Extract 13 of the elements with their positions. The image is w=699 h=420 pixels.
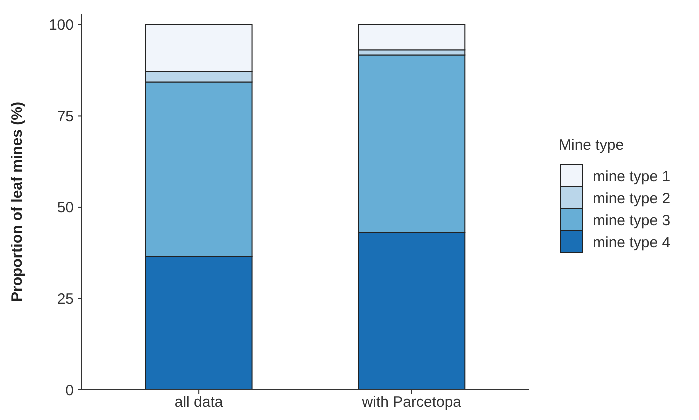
x-tick-label: with Parcetopa — [361, 394, 462, 411]
y-tick-label: 0 — [66, 382, 74, 400]
y-tick-label: 50 — [57, 200, 74, 217]
legend-label: mine type 4 — [593, 234, 671, 252]
legend-label: mine type 1 — [593, 168, 671, 186]
y-tick-label: 75 — [57, 108, 74, 126]
legend-title: Mine type — [559, 137, 624, 154]
legend-label: mine type 2 — [593, 190, 671, 208]
x-tick-label: all data — [174, 394, 224, 411]
y-axis-title: Proportion of leaf mines (%) — [9, 102, 26, 302]
y-tick-label: 25 — [57, 290, 74, 308]
y-tick-label: 100 — [48, 17, 74, 34]
legend-label: mine type 3 — [593, 212, 671, 230]
